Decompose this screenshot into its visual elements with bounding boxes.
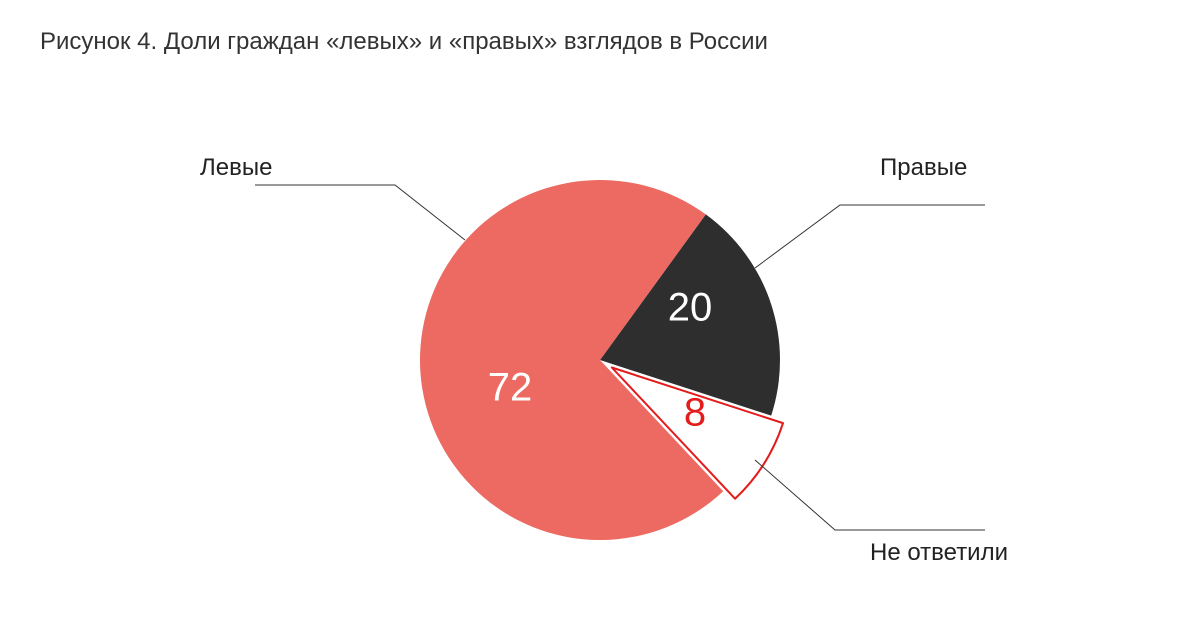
leader-line-left	[255, 185, 465, 240]
chart-title: Рисунок 4. Доли граждан «левых» и «правы…	[40, 28, 768, 56]
slice-value-right: 20	[668, 286, 713, 330]
leader-line-right	[755, 205, 985, 268]
slice-value-left: 72	[488, 366, 533, 410]
slice-value-no_answer: 8	[684, 391, 706, 435]
pie-chart: 20 Правые 8 Не ответили 72 Левые	[0, 100, 1200, 600]
slice-label-no_answer: Не ответили	[870, 539, 1008, 566]
leader-line-no_answer	[755, 460, 985, 530]
slice-label-right: Правые	[880, 154, 967, 181]
slice-label-left: Левые	[200, 154, 272, 181]
